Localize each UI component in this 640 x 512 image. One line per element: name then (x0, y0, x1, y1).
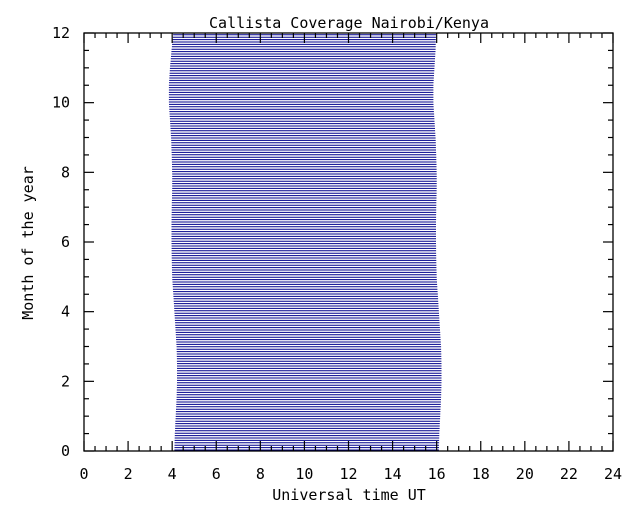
y-tick-label: 0 (61, 442, 70, 460)
x-tick-label: 6 (212, 465, 221, 483)
y-axis-label: Month of the year (19, 166, 37, 320)
x-tick-label: 0 (79, 465, 88, 483)
x-axis-label: Universal time UT (272, 486, 426, 504)
x-tick-labels: 0 2 4 6 8 10 12 14 16 18 20 22 24 (79, 465, 622, 483)
x-tick-label: 18 (472, 465, 490, 483)
x-tick-label: 12 (339, 465, 357, 483)
axes (83, 32, 614, 452)
x-tick-label: 24 (604, 465, 622, 483)
coverage-lines (168, 34, 442, 451)
y-tick-label: 12 (52, 24, 70, 42)
x-tick-label: 10 (295, 465, 313, 483)
y-tick-label: 4 (61, 303, 70, 321)
y-tick-label: 2 (61, 372, 70, 390)
x-tick-label: 20 (516, 465, 534, 483)
x-tick-label: 14 (384, 465, 402, 483)
y-tick-label: 8 (61, 163, 70, 181)
x-tick-label: 2 (124, 465, 133, 483)
x-tick-label: 22 (560, 465, 578, 483)
y-tick-label: 6 (61, 233, 70, 251)
y-tick-labels: 0 2 4 6 8 10 12 (52, 24, 70, 460)
plot-frame (83, 32, 614, 452)
x-tick-label: 8 (256, 465, 265, 483)
chart-title: Callista Coverage Nairobi/Kenya (209, 14, 489, 32)
x-tick-label: 16 (428, 465, 446, 483)
x-tick-label: 4 (168, 465, 177, 483)
y-tick-label: 10 (52, 94, 70, 112)
